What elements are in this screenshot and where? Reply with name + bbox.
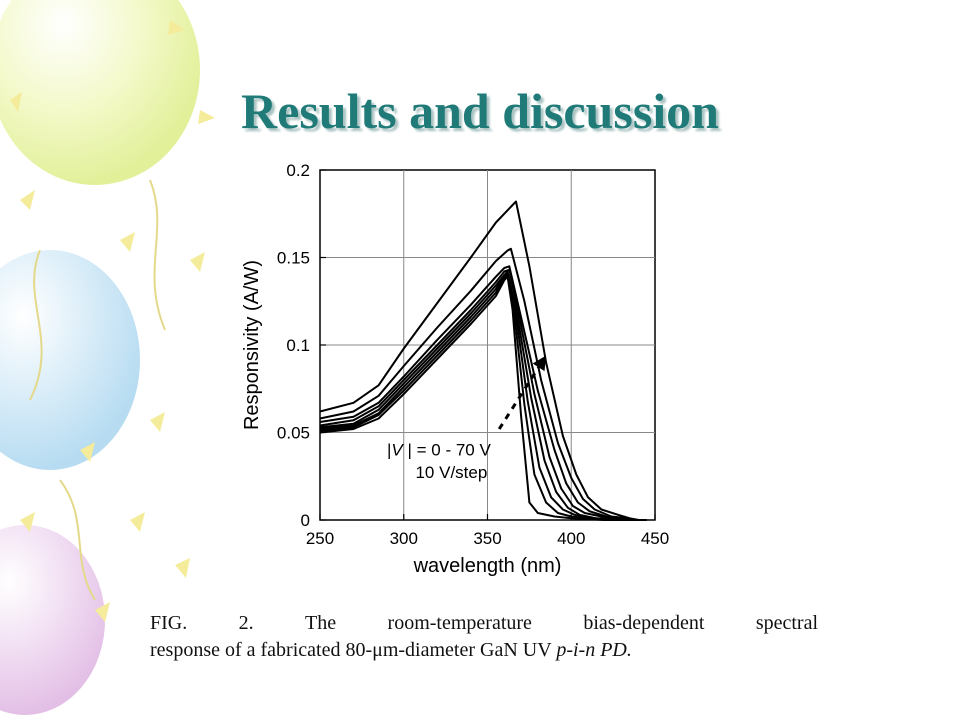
- x-tick-label: 350: [473, 529, 501, 548]
- series-line-20v: [319, 272, 639, 521]
- y-tick-label: 0.1: [286, 336, 310, 355]
- blue-balloon-icon: [0, 250, 140, 470]
- y-tick-label: 0.15: [277, 249, 310, 268]
- caption-word: room-temperature: [387, 612, 532, 634]
- caption-line-1: FIG. 2. The room-temperature bias-dependent s…: [150, 610, 818, 637]
- figure-caption: FIG. 2. The room-temperature bias-dependent s…: [150, 610, 818, 664]
- caption-device-type: p-i-n PD.: [556, 639, 632, 661]
- caption-word: The: [305, 612, 337, 634]
- y-axis-label: Responsivity (A/W): [241, 260, 263, 430]
- responsivity-chart: 250 300 350 400 450 0 0.05 0.1 0.15 0.2 |V | = 0 …: [241, 161, 669, 577]
- confetti-triangles: [10, 20, 215, 622]
- caption-word: bias-dependent: [583, 612, 705, 634]
- voltage-range-label: |V | = 0 - 70 V: [387, 440, 491, 459]
- series-line-70v: [319, 200, 647, 521]
- caption-word: FIG.: [150, 612, 188, 634]
- voltage-step-label: 10 V/step: [415, 463, 487, 482]
- y-tick-label: 0.2: [286, 161, 310, 180]
- page-title: Results and discussion: [241, 83, 719, 139]
- chart-grid: [320, 170, 655, 520]
- series-line-40v: [319, 268, 639, 521]
- arrowhead-icon: [532, 355, 547, 372]
- caption-text: response of a fabricated 80-μm-diameter …: [150, 639, 557, 661]
- series-line-60v: [319, 247, 647, 521]
- x-tick-label: 450: [641, 529, 669, 548]
- x-axis-label: wavelength (nm): [413, 555, 562, 577]
- pink-balloon-icon: [0, 525, 105, 715]
- chart-series: [319, 200, 647, 521]
- x-tick-label: 400: [557, 529, 585, 548]
- caption-word: 2.: [238, 612, 254, 634]
- series-line-30v: [319, 270, 639, 521]
- yellow-balloon-icon: [0, 0, 200, 185]
- chart-ticks: 250 300 350 400 450 0 0.05 0.1 0.15 0.2: [277, 161, 669, 548]
- y-tick-label: 0.05: [277, 424, 310, 443]
- caption-word: spectral: [755, 612, 818, 634]
- y-tick-label: 0: [301, 511, 310, 530]
- caption-line-2: response of a fabricated 80-μm-diameter …: [150, 637, 818, 664]
- chart-annotation: |V | = 0 - 70 V 10 V/step: [387, 355, 547, 482]
- series-line-50v: [319, 265, 647, 521]
- x-tick-label: 300: [390, 529, 418, 548]
- increasing-bias-arrow: [497, 363, 543, 430]
- balloon-strings: [29, 179, 166, 601]
- x-tick-label: 250: [306, 529, 334, 548]
